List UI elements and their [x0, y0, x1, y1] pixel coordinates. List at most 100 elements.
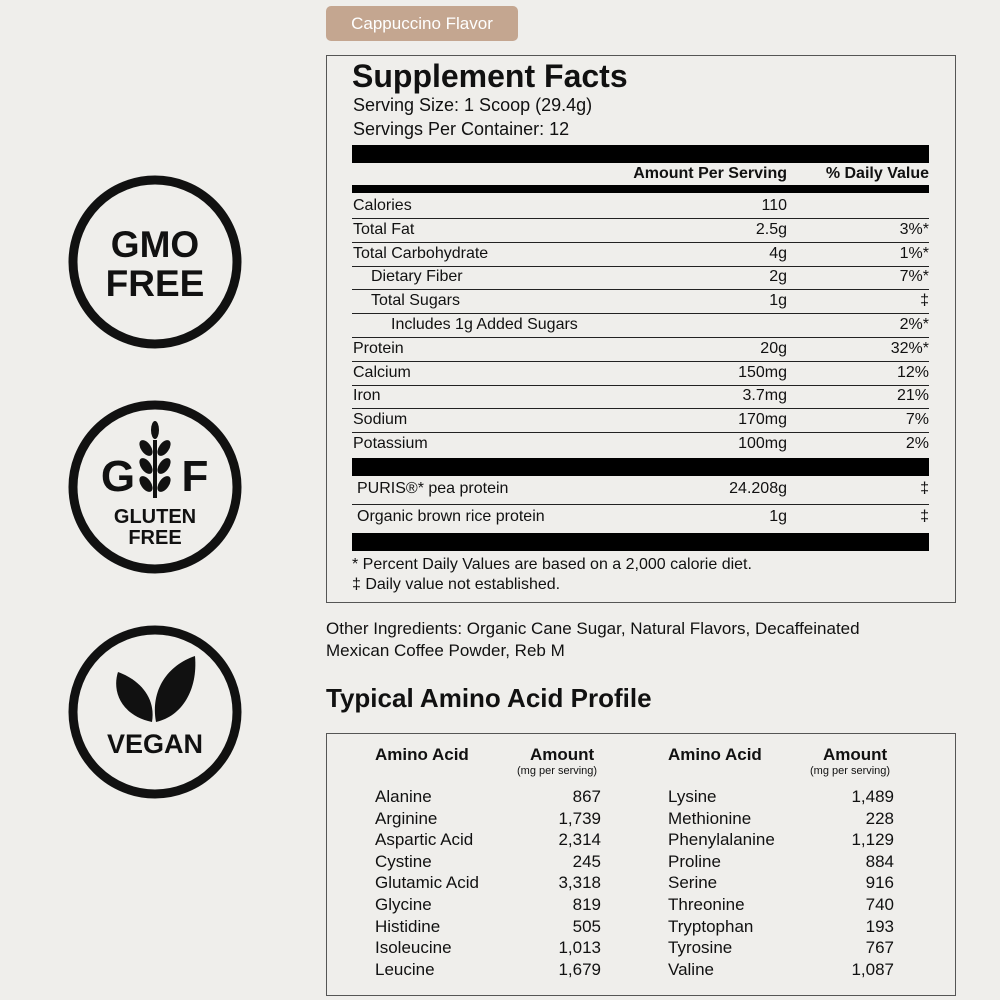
row-rule — [352, 360, 929, 362]
amino-unit: (mg per serving) — [810, 765, 891, 777]
amino-amount: 1,129 — [851, 830, 894, 850]
amino-name: Threonine — [668, 895, 745, 914]
amino-header: Amino Acid — [375, 745, 469, 764]
row-dv: 21% — [896, 387, 929, 405]
amino-name: Cystine — [375, 851, 432, 871]
row-rule — [352, 313, 929, 315]
row-amount: 110 — [761, 197, 787, 214]
amino-name: Arginine — [375, 808, 438, 828]
footnote: * Percent Daily Values are based on a 2,… — [352, 556, 752, 573]
blend-name: Organic brown rice protein — [357, 508, 545, 525]
amino-amount: 1,679 — [558, 959, 601, 979]
amino-name: Methionine — [668, 808, 752, 828]
amino-amount: 1,087 — [851, 959, 894, 979]
badge-text: F — [181, 452, 209, 501]
leaf-icon — [116, 656, 196, 722]
row-rule — [352, 265, 929, 267]
row-dv: 7%* — [899, 268, 929, 286]
blend-dv: ‡ — [920, 508, 929, 525]
row-amount: 2.5g — [755, 220, 787, 238]
row-rule — [352, 504, 929, 505]
servings-per-container: Servings Per Container: 12 — [353, 119, 570, 139]
amino-name: Aspartic Acid — [375, 830, 474, 850]
row-dv: 3%* — [899, 220, 929, 238]
badge-text: FREE — [105, 263, 205, 304]
row-dv: 2% — [905, 435, 929, 452]
flavor-tag: Cappuccino Flavor — [326, 6, 518, 41]
amino-name: Histidine — [375, 916, 441, 936]
amino-name: Valine — [668, 959, 714, 979]
blend-amount: 1g — [769, 508, 787, 525]
row-name: Calories — [353, 197, 412, 214]
amino-amount: 1,739 — [558, 808, 601, 828]
row-dv: ‡ — [920, 292, 929, 310]
row-dv: 12% — [896, 363, 929, 381]
amino-amount: 228 — [865, 808, 894, 828]
row-rule — [352, 384, 929, 386]
row-rule — [352, 218, 929, 219]
badge-icons — [68, 175, 242, 799]
row-amount: 1g — [769, 292, 787, 310]
divider-bar — [352, 145, 929, 163]
row-rule — [352, 408, 929, 410]
amino-amount: 193 — [865, 916, 894, 936]
row-name: Protein — [353, 339, 404, 357]
amino-amount: 2,314 — [558, 830, 601, 850]
amino-name: Tyrosine — [668, 938, 733, 958]
row-amount: 100mg — [738, 435, 787, 452]
amino-name: Lysine — [668, 787, 717, 806]
amino-amount: 1,489 — [851, 787, 894, 806]
badge-text: GLUTEN — [113, 506, 197, 528]
badge-text: GMO — [110, 224, 200, 265]
row-rule — [352, 337, 929, 338]
amino-name: Isoleucine — [375, 938, 452, 958]
amino-name: Leucine — [375, 959, 435, 979]
amino-header: Amount — [530, 745, 595, 764]
facts-title: Supplement Facts — [352, 58, 628, 94]
row-dv: 7% — [905, 411, 929, 429]
row-amount: 4g — [769, 244, 787, 262]
amino-name: Glutamic Acid — [375, 873, 479, 893]
wheat-icon — [139, 421, 171, 498]
row-dv: 1%* — [899, 244, 929, 262]
amino-amount: 916 — [865, 873, 894, 893]
row-dv: 2%* — [899, 316, 929, 333]
row-name: Total Fat — [353, 220, 415, 238]
amino-unit: (mg per serving) — [517, 765, 598, 777]
row-name: Dietary Fiber — [371, 268, 463, 286]
amino-header: Amount — [823, 745, 888, 764]
row-rule — [352, 241, 929, 243]
column-header: Amount Per Serving — [633, 165, 787, 182]
amino-amount: 767 — [865, 938, 894, 958]
amino-name: Tryptophan — [668, 916, 754, 936]
amino-name: Glycine — [375, 895, 432, 914]
badge-text: G — [100, 452, 136, 501]
divider-bar — [352, 185, 929, 193]
amino-header: Amino Acid — [668, 745, 762, 764]
badge-circle — [68, 175, 242, 349]
row-name: Potassium — [353, 435, 428, 452]
footnote: ‡ Daily value not established. — [352, 576, 561, 593]
amino-amount: 505 — [572, 916, 601, 936]
amino-name: Phenylalanine — [668, 830, 775, 850]
amino-amount: 884 — [865, 851, 894, 871]
amino-name: Proline — [668, 851, 721, 871]
amino-title: Typical Amino Acid Profile — [326, 683, 652, 713]
amino-amount: 1,013 — [558, 938, 601, 958]
supplement-facts-box — [326, 55, 956, 603]
blend-name: PURIS®* pea protein — [357, 480, 509, 497]
serving-size: Serving Size: 1 Scoop (29.4g) — [353, 95, 593, 115]
amino-amount: 740 — [865, 895, 894, 914]
badge-circle — [68, 625, 242, 799]
row-amount: 20g — [760, 339, 787, 357]
row-name: Total Carbohydrate — [353, 244, 489, 262]
row-amount: 170mg — [738, 411, 787, 429]
row-name: Iron — [353, 387, 381, 405]
badge-text: VEGAN — [106, 729, 204, 759]
row-name: Total Sugars — [371, 292, 460, 310]
amino-amount: 819 — [572, 895, 601, 914]
row-dv: 32%* — [890, 339, 929, 357]
amino-box — [326, 733, 956, 996]
row-name: Sodium — [353, 411, 408, 429]
blend-dv: ‡ — [920, 480, 929, 497]
